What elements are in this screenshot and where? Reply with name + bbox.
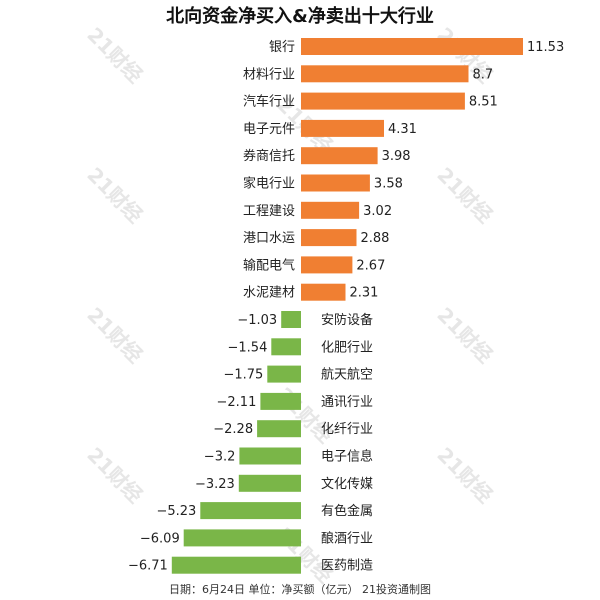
category-label: 汽车行业 [243,94,295,110]
value-label: 2.67 [356,258,385,273]
bar-7 [301,229,357,247]
value-label: 2.31 [349,286,378,301]
value-label: −2.11 [217,395,257,410]
category-label: 工程建设 [243,204,295,219]
value-label: 4.31 [388,122,417,137]
watermark-text: 21财经 [432,303,497,368]
bar-8 [301,256,353,274]
value-label: 3.58 [374,177,403,192]
bars-layer: 银行 11.53 材料行业 8.7 汽车行业 8.51 电子元件 4.31 券商信托 3.98 家电… [128,38,564,574]
value-label: −3.2 [204,450,236,465]
value-label: −6.09 [140,531,180,546]
bar-16 [238,474,301,492]
category-label: 输配电气 [243,257,295,273]
bar-3 [301,119,384,137]
bar-1 [301,65,469,83]
bar-2 [301,92,465,110]
value-label: −2.28 [213,422,253,437]
category-label: 医药制造 [321,559,373,574]
value-label: −1.54 [228,340,268,355]
value-label: −1.03 [237,313,277,328]
value-label: −6.71 [128,559,168,574]
bar-6 [301,201,360,219]
chart-title: 北向资金净买入&净卖出十大行业 [166,5,434,27]
watermark-text: 21财经 [82,163,147,228]
watermark-text: 21财经 [432,443,497,508]
bar-11 [271,338,301,356]
category-label: 券商信托 [243,148,295,164]
value-label: 3.02 [363,204,392,219]
bar-0 [301,38,523,55]
category-label: 航天航空 [321,367,373,383]
bar-12 [267,365,301,383]
category-label: 材料行业 [243,67,295,82]
category-label: 化肥行业 [321,340,373,355]
watermark-text: 21财经 [82,23,147,88]
category-label: 水泥建材 [243,286,295,301]
category-label: 银行 [269,40,295,55]
bar-19 [171,556,301,574]
bar-18 [183,529,301,547]
watermark-text: 21财经 [432,163,497,228]
bar-15 [239,447,301,465]
category-label: 港口水运 [243,231,295,246]
bar-10 [281,311,301,328]
value-label: 3.98 [382,149,411,164]
bar-4 [301,147,378,165]
value-label: −3.23 [195,477,235,492]
chart-footer: 日期：6月24日 单位：净买额（亿元） 21投资通制图 [169,582,431,596]
bar-14 [257,420,301,438]
category-label: 酿酒行业 [321,530,373,546]
category-label: 家电行业 [243,176,295,192]
value-label: −5.23 [156,504,196,519]
watermark-text: 21财经 [82,443,147,508]
value-label: 8.51 [469,95,498,110]
bar-9 [301,283,346,301]
value-label: 8.7 [473,67,494,82]
category-label: 安防设备 [321,312,373,328]
category-label: 电子信息 [321,449,373,465]
category-label: 文化传媒 [321,477,373,492]
value-label: 2.88 [360,231,389,246]
bar-13 [260,392,301,410]
category-label: 化纤行业 [321,422,373,437]
bar-5 [301,174,370,192]
watermark-text: 21财经 [272,383,337,448]
watermark-text: 21财经 [82,303,147,368]
category-label: 有色金属 [321,503,373,519]
value-label: 11.53 [527,40,564,55]
category-label: 通讯行业 [321,395,373,410]
value-label: −1.75 [223,368,263,383]
bar-17 [200,502,301,520]
category-label: 电子元件 [243,122,295,137]
